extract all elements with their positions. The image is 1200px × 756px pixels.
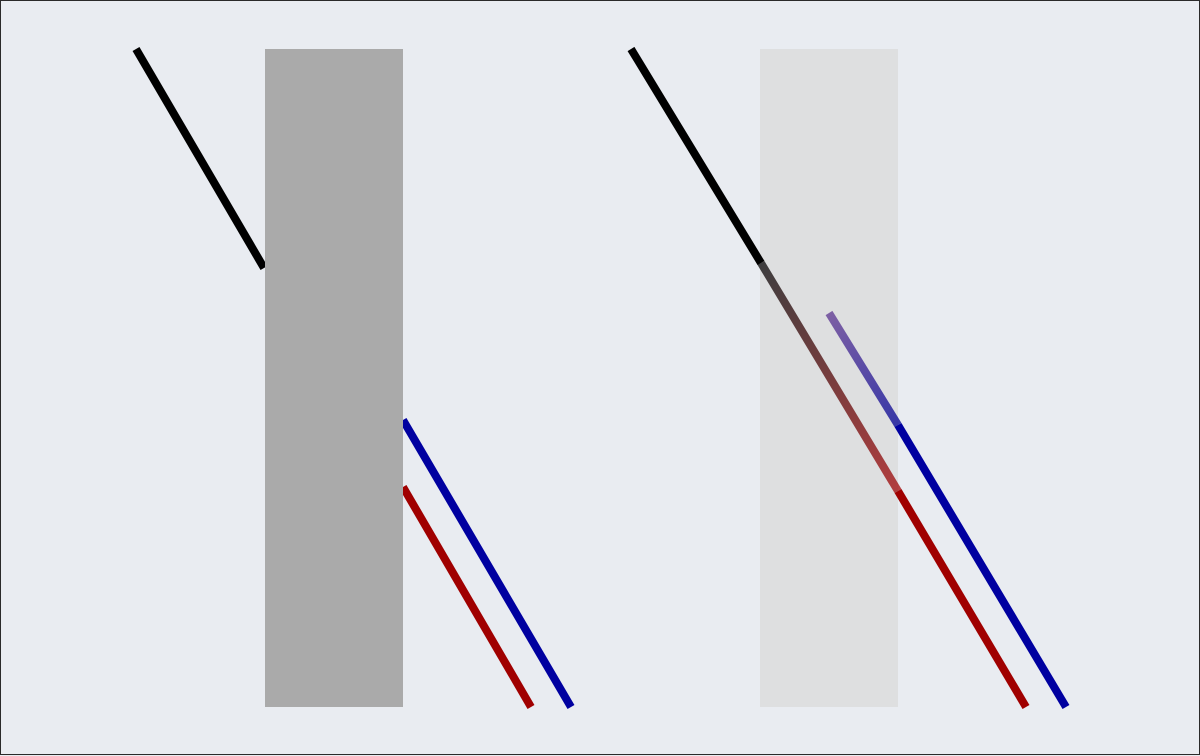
right-blue-line-outside	[894, 422, 1070, 710]
right-red-line-outside	[894, 488, 1030, 710]
right-blue-line-inside	[825, 310, 902, 428]
left-black-line	[132, 46, 268, 271]
left-illusion-panel	[132, 46, 575, 710]
left-blue-line	[399, 417, 575, 710]
right-black-line-outside	[627, 46, 765, 266]
right-explanation-panel	[627, 46, 1070, 710]
left-red-line	[399, 484, 535, 710]
left-opaque-occluder	[265, 49, 403, 707]
right-black-red-transition-line	[757, 260, 902, 494]
